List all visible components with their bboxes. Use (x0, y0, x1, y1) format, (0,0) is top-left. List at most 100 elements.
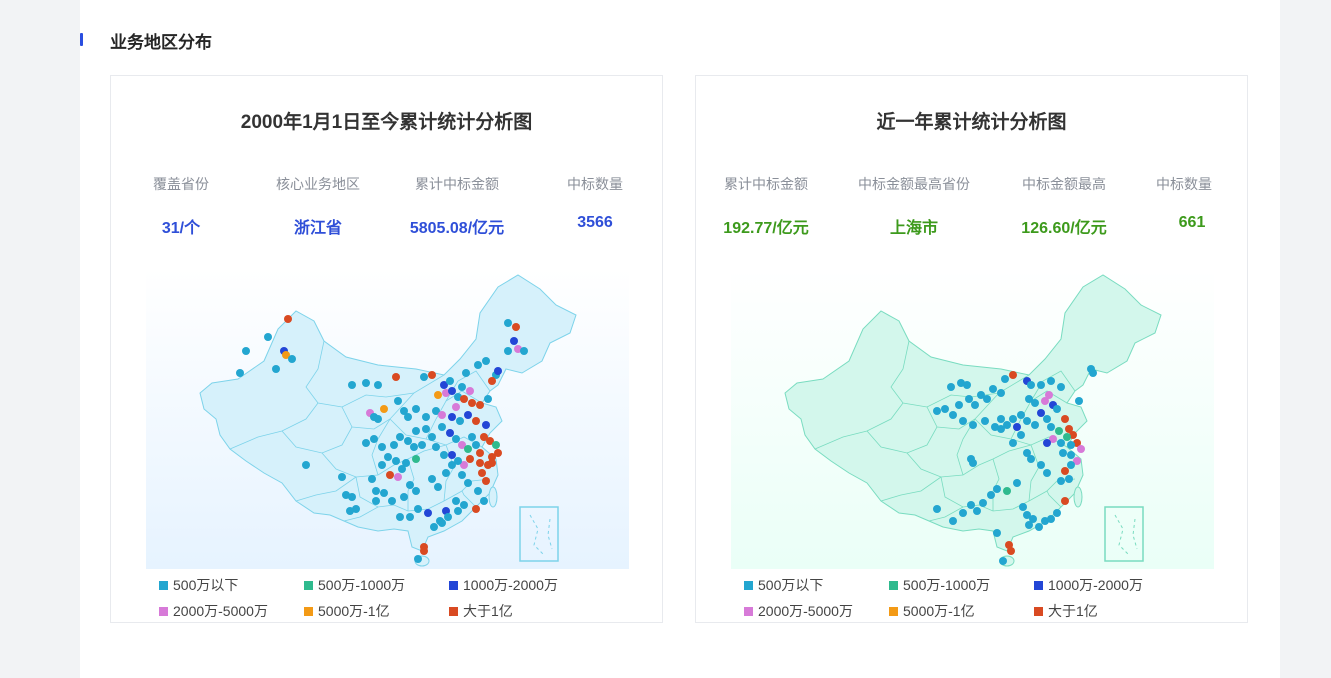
map-point[interactable] (442, 469, 450, 477)
map-point[interactable] (492, 441, 500, 449)
map-point[interactable] (374, 415, 382, 423)
map-point[interactable] (482, 357, 490, 365)
map-point[interactable] (432, 443, 440, 451)
map-point[interactable] (438, 519, 446, 527)
map-point[interactable] (1067, 451, 1075, 459)
map-point[interactable] (242, 347, 250, 355)
map-point[interactable] (460, 395, 468, 403)
map-point[interactable] (1067, 461, 1075, 469)
map-point[interactable] (430, 523, 438, 531)
map-point[interactable] (448, 461, 456, 469)
china-map[interactable] (731, 269, 1214, 569)
map-point[interactable] (466, 387, 474, 395)
map-point[interactable] (997, 389, 1005, 397)
map-point[interactable] (1025, 521, 1033, 529)
china-map[interactable] (146, 269, 629, 569)
map-point[interactable] (422, 425, 430, 433)
map-point[interactable] (406, 481, 414, 489)
map-point[interactable] (955, 401, 963, 409)
map-point[interactable] (1001, 375, 1009, 383)
map-point[interactable] (428, 475, 436, 483)
legend-item[interactable]: 1000万-2000万 (449, 575, 558, 595)
map-point[interactable] (476, 449, 484, 457)
map-point[interactable] (1009, 415, 1017, 423)
map-point[interactable] (406, 513, 414, 521)
map-point[interactable] (1013, 479, 1021, 487)
map-point[interactable] (1031, 399, 1039, 407)
map-point[interactable] (971, 401, 979, 409)
map-point[interactable] (264, 333, 272, 341)
map-point[interactable] (466, 455, 474, 463)
map-point[interactable] (420, 373, 428, 381)
map-point[interactable] (404, 413, 412, 421)
map-point[interactable] (390, 441, 398, 449)
map-point[interactable] (424, 509, 432, 517)
map-point[interactable] (428, 371, 436, 379)
map-point[interactable] (400, 493, 408, 501)
map-point[interactable] (999, 557, 1007, 565)
map-point[interactable] (488, 459, 496, 467)
map-point[interactable] (488, 453, 496, 461)
map-point[interactable] (1059, 449, 1067, 457)
map-point[interactable] (412, 405, 420, 413)
map-point[interactable] (959, 509, 967, 517)
map-point[interactable] (967, 455, 975, 463)
map-point[interactable] (362, 379, 370, 387)
map-point[interactable] (1077, 445, 1085, 453)
map-point[interactable] (480, 497, 488, 505)
legend-item[interactable]: 500万-1000万 (304, 575, 405, 595)
map-point[interactable] (482, 421, 490, 429)
legend-item[interactable]: 1000万-2000万 (1034, 575, 1143, 595)
map-point[interactable] (997, 425, 1005, 433)
legend-item[interactable]: 500万以下 (744, 575, 823, 595)
map-point[interactable] (452, 403, 460, 411)
map-point[interactable] (933, 407, 941, 415)
map-point[interactable] (434, 391, 442, 399)
map-point[interactable] (458, 471, 466, 479)
map-point[interactable] (1017, 411, 1025, 419)
map-point[interactable] (428, 433, 436, 441)
map-point[interactable] (302, 461, 310, 469)
map-point[interactable] (458, 441, 466, 449)
map-point[interactable] (504, 347, 512, 355)
map-point[interactable] (480, 433, 488, 441)
map-point[interactable] (997, 415, 1005, 423)
map-point[interactable] (1009, 439, 1017, 447)
legend-item[interactable]: 2000万-5000万 (159, 601, 268, 621)
legend-item[interactable]: 500万以下 (159, 575, 238, 595)
map-point[interactable] (987, 491, 995, 499)
map-point[interactable] (476, 459, 484, 467)
map-point[interactable] (412, 427, 420, 435)
map-point[interactable] (1045, 391, 1053, 399)
map-point[interactable] (454, 507, 462, 515)
map-point[interactable] (973, 507, 981, 515)
map-point[interactable] (494, 449, 502, 457)
map-point[interactable] (412, 487, 420, 495)
legend-item[interactable]: 5000万-1亿 (304, 601, 390, 621)
map-point[interactable] (1043, 439, 1051, 447)
map-point[interactable] (418, 441, 426, 449)
map-point[interactable] (464, 411, 472, 419)
map-point[interactable] (432, 407, 440, 415)
map-point[interactable] (941, 405, 949, 413)
map-point[interactable] (434, 483, 442, 491)
legend-item[interactable]: 大于1亿 (449, 601, 513, 621)
legend-item[interactable]: 大于1亿 (1034, 601, 1098, 621)
map-point[interactable] (460, 461, 468, 469)
map-point[interactable] (1043, 415, 1051, 423)
map-point[interactable] (288, 355, 296, 363)
map-point[interactable] (438, 411, 446, 419)
map-point[interactable] (510, 337, 518, 345)
map-point[interactable] (1023, 417, 1031, 425)
map-point[interactable] (1057, 383, 1065, 391)
map-point[interactable] (1061, 415, 1069, 423)
map-point[interactable] (448, 387, 456, 395)
map-point[interactable] (1037, 461, 1045, 469)
legend-item[interactable]: 2000万-5000万 (744, 601, 853, 621)
map-point[interactable] (977, 391, 985, 399)
map-point[interactable] (410, 443, 418, 451)
map-point[interactable] (967, 501, 975, 509)
map-point[interactable] (1023, 511, 1031, 519)
map-point[interactable] (1043, 469, 1051, 477)
map-point[interactable] (236, 369, 244, 377)
